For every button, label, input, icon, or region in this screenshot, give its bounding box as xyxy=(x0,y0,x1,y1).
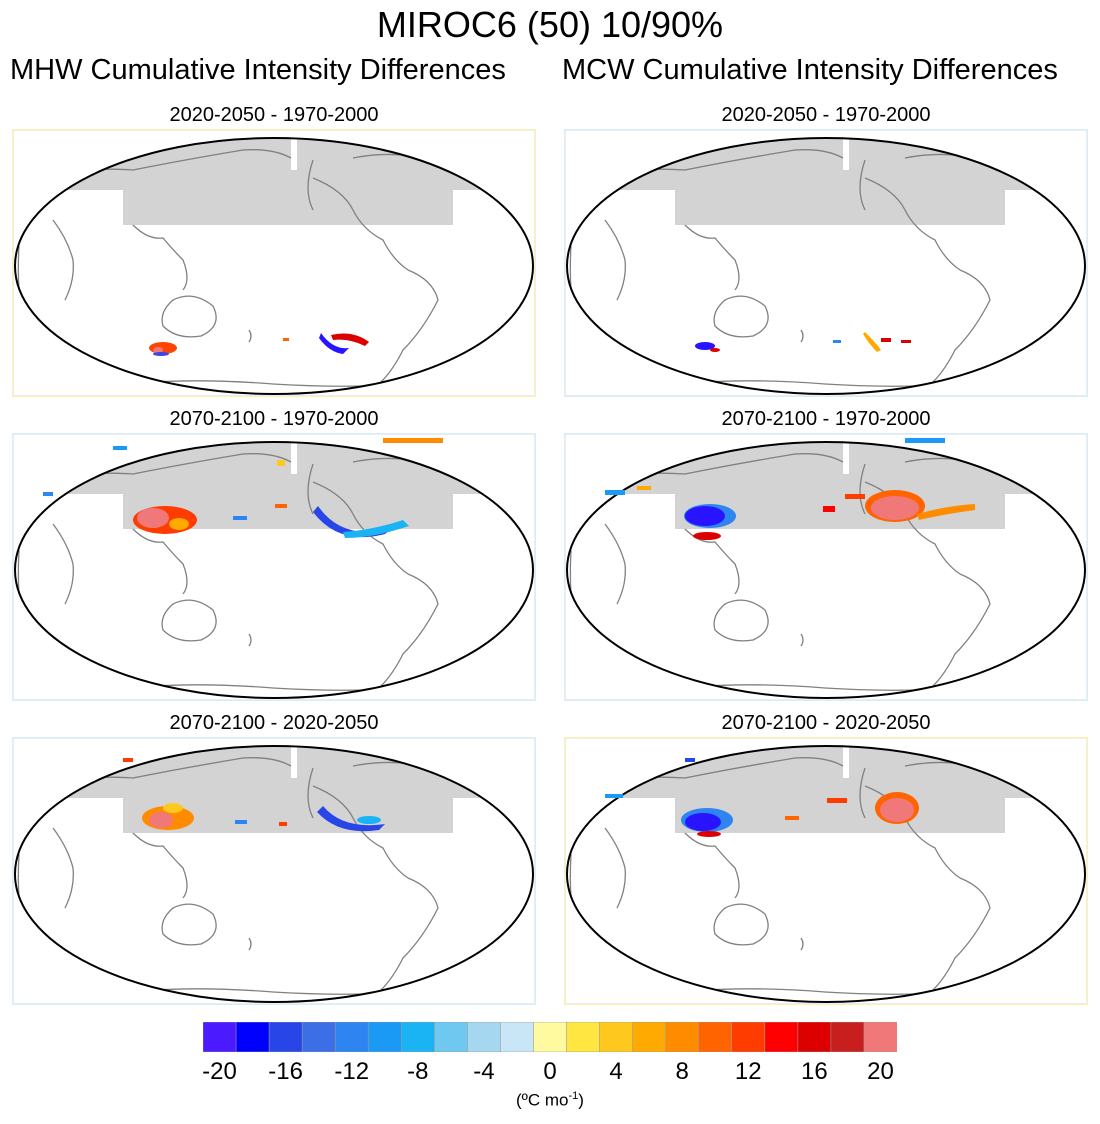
colorbar-swatch xyxy=(599,1022,634,1052)
colorbar-swatch xyxy=(731,1022,766,1052)
colorbar-swatch xyxy=(400,1022,436,1052)
colorbar-swatch xyxy=(632,1022,667,1052)
world-map xyxy=(13,738,535,1004)
panel-title: 2020-2050 - 1970-2000 xyxy=(169,104,379,126)
colorbar-tick-label: 16 xyxy=(801,1058,828,1085)
panel-title: 2070-2100 - 1970-2000 xyxy=(721,408,931,430)
colorbar-units: (ºC mo-1) xyxy=(516,1090,584,1110)
colorbar-tick-label: 0 xyxy=(543,1058,557,1085)
figure-title: MIROC6 (50) 10/90% xyxy=(376,4,724,45)
map-panel-mhw-2020-2050: 2020-2050 - 1970-2000 xyxy=(12,104,536,397)
colorbar-swatch xyxy=(334,1022,370,1052)
column-title-mhw: MHW Cumulative Intensity Differences xyxy=(10,54,506,86)
panel-title: 2070-2100 - 2020-2050 xyxy=(721,712,931,734)
map-panel-mhw-2070-2100-vs-2020-2050: 2070-2100 - 2020-2050 xyxy=(12,712,536,1005)
colorbar-swatch xyxy=(367,1022,403,1052)
colorbar xyxy=(203,1022,897,1052)
panel-title: 2020-2050 - 1970-2000 xyxy=(721,104,931,126)
colorbar-swatch xyxy=(830,1022,865,1052)
world-map xyxy=(565,130,1087,396)
colorbar-swatch xyxy=(268,1022,303,1052)
colorbar-tick-label: -20 xyxy=(202,1058,237,1085)
world-map xyxy=(13,130,535,396)
map-panel-mcw-2070-2100-vs-2020-2050: 2070-2100 - 2020-2050 xyxy=(564,712,1088,1005)
map-panel-mhw-2070-2100: 2070-2100 - 1970-2000 xyxy=(12,408,536,701)
colorbar-swatch xyxy=(797,1022,832,1052)
colorbar-swatch xyxy=(698,1022,733,1052)
colorbar-tick-label: -8 xyxy=(407,1058,429,1085)
world-map xyxy=(565,434,1087,700)
colorbar-swatch xyxy=(434,1022,469,1052)
colorbar-swatch xyxy=(566,1022,601,1052)
map-panel-mcw-2020-2050: 2020-2050 - 1970-2000 xyxy=(564,104,1088,397)
panel-title: 2070-2100 - 1970-2000 xyxy=(169,408,379,430)
column-title-mcw: MCW Cumulative Intensity Differences xyxy=(562,54,1058,86)
colorbar-tick-label: -4 xyxy=(473,1058,495,1085)
colorbar-tick-label: 12 xyxy=(734,1058,762,1085)
colorbar-swatch xyxy=(467,1022,502,1052)
world-map xyxy=(13,434,535,700)
colorbar-tick-label: 8 xyxy=(675,1058,689,1085)
world-map xyxy=(565,738,1087,1004)
map-panel-mcw-2070-2100: 2070-2100 - 1970-2000 xyxy=(564,408,1088,701)
panel-title: 2070-2100 - 2020-2050 xyxy=(169,712,379,734)
colorbar-swatch xyxy=(500,1022,535,1052)
colorbar-tick-label: -12 xyxy=(334,1058,370,1085)
colorbar-tick-label: -16 xyxy=(268,1058,303,1085)
colorbar-swatches xyxy=(203,1022,897,1052)
colorbar-swatch xyxy=(665,1022,700,1052)
colorbar-tick-label: 4 xyxy=(609,1058,623,1085)
colorbar-swatch xyxy=(863,1022,897,1052)
colorbar-swatch xyxy=(533,1022,568,1052)
colorbar-swatch xyxy=(764,1022,799,1052)
colorbar-swatch xyxy=(235,1022,270,1052)
colorbar-swatch xyxy=(301,1022,336,1052)
colorbar-tick-label: 20 xyxy=(867,1058,894,1085)
colorbar-swatch xyxy=(203,1022,237,1052)
